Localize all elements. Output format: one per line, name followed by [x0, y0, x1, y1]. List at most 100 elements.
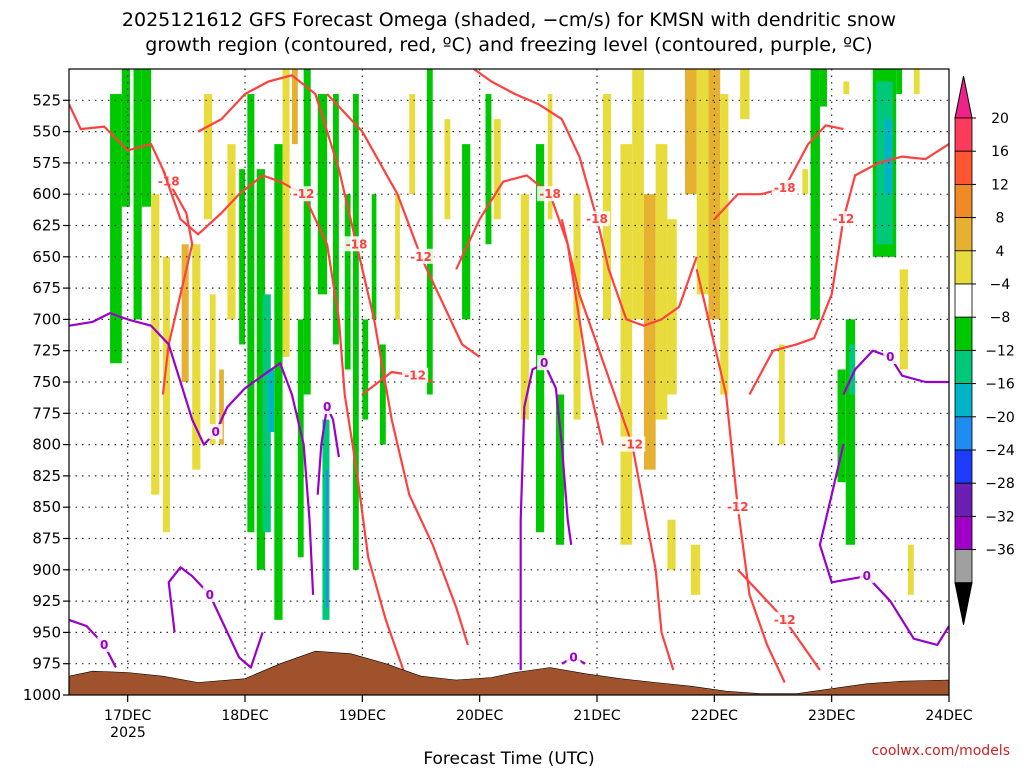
- omega-cell-27: [344, 194, 351, 370]
- fz-label-bg-1: [320, 399, 335, 415]
- fz-label-bg-4: [97, 636, 112, 652]
- y-tick-label-0: 525: [32, 91, 61, 109]
- omega-cell-10: [209, 294, 216, 445]
- dgz-label-bg-3: [408, 248, 434, 264]
- omega-cell-30: [371, 194, 377, 320]
- colorbar-swatch-13: [954, 549, 973, 584]
- surface-terrain: [69, 650, 949, 695]
- omega-cell-58: [802, 169, 809, 195]
- fz-label-bg-0: [208, 424, 223, 440]
- omega-cell-1: [121, 69, 131, 207]
- colorbar-label-10: −24: [985, 443, 1015, 459]
- omega-cell-71: [907, 544, 914, 595]
- dgz-label-bg-9: [771, 179, 798, 195]
- omega-cell-19: [282, 69, 290, 357]
- omega-cell-39: [520, 194, 529, 420]
- dgz-label-bg-5: [537, 186, 564, 202]
- omega-cell-36: [462, 144, 471, 320]
- colorbar-label-1: 16: [991, 144, 1009, 160]
- omega-cell-33: [409, 94, 416, 195]
- omega-cell-51: [685, 69, 697, 195]
- colorbar-bottom-arrow: [954, 582, 973, 625]
- omega-cell-31: [379, 344, 386, 445]
- fz-contour-label-0: 0: [211, 425, 219, 439]
- y-tick-label-11: 800: [32, 436, 61, 454]
- omega-cell-37: [485, 94, 492, 245]
- omega-cell-13: [239, 169, 245, 345]
- dgz-label-bg-7: [619, 436, 646, 452]
- colorbar-top-arrow: [954, 75, 973, 119]
- dgz-contour-label-6: -18: [586, 212, 608, 226]
- plot-area: -18-12-18-12-12-18-18-12-12-18-12-12 000…: [69, 69, 949, 695]
- fz-label-bg-2: [537, 355, 552, 371]
- y-axis: 525 550 575 600 625 650 675 700 725 750 775 800 825 8…: [23, 91, 69, 704]
- y-tick-label-2: 575: [32, 154, 61, 172]
- fz-contour-4: [69, 618, 117, 669]
- omega-cell-15: [256, 169, 265, 570]
- y-tick-label-12: 825: [32, 467, 61, 485]
- colorbar-swatch-0: [954, 117, 973, 152]
- dgz-contour-label-10: -12: [833, 212, 855, 226]
- fz-contour-label-4: 0: [100, 638, 108, 652]
- colorbar-swatch-5: [954, 283, 973, 318]
- dgz-contour-label-2: -18: [346, 237, 368, 251]
- omega-cell-56: [740, 69, 750, 120]
- omega-cell-54: [708, 69, 721, 320]
- terrain-fill: [69, 650, 949, 695]
- omega-cell-61: [843, 81, 850, 95]
- chart-title-line1: 2025121612 GFS Forecast Omega (shaded, −…: [122, 9, 896, 31]
- omega-cell-5: [151, 194, 160, 495]
- dgz-contour-5: [455, 174, 604, 445]
- omega-cell-11: [219, 369, 224, 445]
- dgz-label-bg-8: [724, 499, 751, 515]
- colorbar-swatch-4: [954, 250, 973, 285]
- y-tick-label-13: 850: [32, 498, 61, 516]
- omega-cell-35: [444, 119, 451, 220]
- y-tick-label-8: 725: [32, 342, 61, 360]
- colorbar-swatch-1: [954, 150, 973, 185]
- omega-cell-23: [317, 94, 328, 295]
- y-tick-label-19: 1000: [23, 686, 61, 704]
- omega-cell-47: [643, 194, 656, 470]
- omega-cell-34: [426, 69, 433, 395]
- omega-cell-12: [227, 144, 236, 320]
- fz-contour-label-5: 0: [569, 650, 577, 664]
- y-tick-label-5: 650: [32, 248, 61, 266]
- omega-cell-2: [133, 69, 142, 320]
- y-tick-label-15: 900: [32, 561, 61, 579]
- x-year-label: 2025: [110, 725, 146, 741]
- x-tick-label-5: 22DEC: [691, 708, 738, 724]
- fz-label-bg-5: [566, 649, 581, 665]
- dgz-label-bg-2: [343, 236, 370, 252]
- omega-cell-7: [181, 244, 189, 382]
- omega-cell-32: [395, 194, 400, 320]
- dgz-label-bg-6: [584, 211, 610, 227]
- colorbar-label-13: −36: [985, 543, 1015, 559]
- fz-label-bg-6: [859, 568, 874, 584]
- dgz-contours: -18 -12 -18 -12 -12 -18 -18 -12 -12 -18 -12 -12: [69, 69, 949, 683]
- y-tick-label-6: 675: [32, 279, 61, 297]
- omega-cell-25: [325, 469, 329, 608]
- dgz-contour-label-11: -12: [774, 613, 796, 627]
- fz-label-bg-3: [202, 586, 217, 602]
- colorbar-swatch-12: [954, 516, 973, 551]
- omega-cell-69: [899, 269, 908, 370]
- omega-cell-64: [849, 344, 856, 395]
- colorbar-label-2: 12: [991, 177, 1009, 193]
- omega-cell-67: [884, 119, 893, 195]
- colorbar-label-7: −12: [985, 343, 1015, 359]
- fz-contour-label-6: 0: [863, 569, 871, 583]
- dgz-contour-label-4: -12: [404, 369, 426, 383]
- x-tick-label-7: 24DEC: [925, 708, 972, 724]
- colorbar-label-4: 4: [996, 244, 1005, 260]
- omega-cell-46: [632, 69, 644, 320]
- x-tick-label-2: 19DEC: [339, 708, 386, 724]
- omega-cell-60: [819, 69, 827, 107]
- omega-cell-48: [655, 144, 668, 420]
- y-tick-label-17: 950: [32, 623, 61, 641]
- omega-cell-45: [620, 144, 633, 545]
- fz-contour-label-1: 0: [323, 400, 331, 414]
- colorbar-label-5: −4: [990, 277, 1011, 293]
- omega-cell-50: [667, 519, 676, 570]
